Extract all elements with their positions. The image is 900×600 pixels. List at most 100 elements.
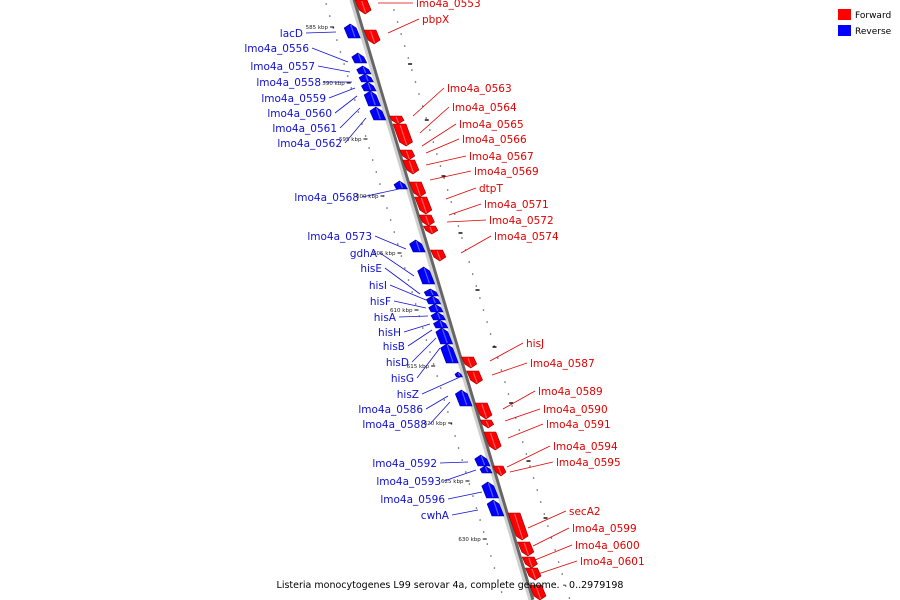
gene-feature (408, 181, 427, 198)
label-leader (389, 284, 427, 301)
label-leader (460, 235, 492, 254)
reverse-gene-label: lmo4a_0560 (267, 108, 332, 120)
gene-feature (479, 465, 493, 474)
track-dot (543, 513, 546, 515)
scale-tick-label: 600 kbp (356, 194, 379, 200)
track-dot (386, 207, 388, 209)
label-leader (317, 65, 351, 73)
gene-feature (414, 196, 433, 215)
scale-tick-label: 625 kbp (441, 479, 464, 485)
track-dot (489, 333, 492, 335)
track-dot (403, 45, 406, 47)
legend-forward-swatch (838, 9, 851, 20)
forward-gene-label: lmo4a_0574 (494, 231, 559, 243)
forward-gene-label: lmo4a_0566 (462, 134, 527, 146)
track-dot (429, 129, 431, 131)
genome-backbone (349, 0, 535, 600)
gene-feature (507, 512, 529, 541)
gene-feature (361, 81, 377, 92)
gene-feature (422, 225, 439, 235)
backbone-shadow (350, 0, 535, 600)
forward-gene-label: lmo4a_0572 (489, 215, 554, 227)
track-dot (432, 363, 435, 365)
gene-feature (356, 65, 372, 75)
track-dot (389, 219, 392, 221)
gene-feature (409, 239, 426, 253)
label-leader (339, 107, 361, 129)
reverse-gene-label: lmo4a_0561 (272, 123, 337, 135)
label-leader (384, 267, 421, 295)
track-dot (411, 69, 413, 71)
track-dot (518, 429, 521, 431)
gene-feature (474, 402, 493, 420)
label-leader (379, 252, 415, 277)
gene-feature (430, 311, 446, 321)
legend-forward-label: Forward (855, 11, 891, 21)
reverse-gene-label: lmo4a_0558 (256, 77, 321, 89)
scale-ticks: 585 kbp 590 kbp 595 kbp 600 kbp 605 kbp 610 k… (306, 25, 548, 543)
label-leader (439, 461, 469, 464)
track-dot (457, 447, 460, 449)
reverse-gene-label: hisB (383, 341, 405, 353)
forward-gene-label: lmo4a_0600 (575, 540, 640, 552)
reverse-gene-label: lmo4a_0559 (261, 93, 326, 105)
reverse-gene-label: lmo4a_0573 (307, 231, 372, 243)
label-leader (447, 491, 483, 500)
reverse-gene-label: lmo4a_0586 (358, 404, 423, 416)
label-leader (411, 337, 437, 363)
track-dot (425, 339, 428, 341)
label-leader (374, 235, 407, 250)
forward-gene-label: lmo4a_0587 (530, 358, 595, 370)
reverse-gene-label: hisA (374, 312, 397, 324)
track-dot (346, 75, 349, 77)
track-dot (486, 543, 489, 545)
gene-feature (343, 23, 361, 39)
gene-feature (417, 266, 436, 285)
label-leader (311, 47, 349, 63)
track-dot (479, 519, 481, 521)
reverse-gene-label: lacD (280, 28, 303, 40)
forward-gene-label: lmo4a_0590 (543, 404, 608, 416)
reverse-gene-label: lmo4a_0556 (244, 43, 309, 55)
reverse-gene-label: hisD (386, 357, 409, 369)
track-dot (568, 597, 571, 599)
gene-feature (363, 90, 382, 107)
track-dot (479, 297, 481, 299)
track-dot (439, 165, 442, 167)
forward-gene-label: lmo4a_0563 (447, 83, 512, 95)
reverse-gene-label: lmo4a_0593 (376, 476, 441, 488)
track-dot (454, 435, 456, 437)
track-dot (471, 273, 474, 275)
track-dot (343, 63, 345, 65)
label-leader (451, 509, 479, 516)
track-dot (329, 15, 331, 17)
track-dot (436, 153, 438, 155)
scale-tick-label: 590 kbp (322, 81, 345, 87)
track-dot (404, 267, 406, 269)
gene-feature (474, 454, 491, 467)
track-dot (561, 573, 563, 575)
track-dot (565, 585, 567, 587)
track-dot (472, 495, 474, 497)
forward-gene-label: lmo4a_0589 (538, 386, 603, 398)
track-dot (447, 411, 449, 413)
track-dot (364, 135, 367, 137)
track-dot (422, 327, 424, 329)
track-dot (497, 357, 499, 359)
track-dot (368, 147, 370, 149)
track-dot (493, 567, 496, 569)
reverse-gene-label: hisI (369, 280, 387, 292)
label-leader (421, 376, 461, 395)
gene-features (343, 0, 547, 600)
label-leader (425, 138, 460, 154)
track-dot (522, 441, 524, 443)
label-leader (403, 323, 431, 333)
track-dot (332, 27, 335, 29)
forward-gene-label: hisJ (526, 338, 544, 350)
track-dot (432, 141, 435, 143)
gene-feature (461, 356, 478, 369)
forward-gene-label: lmo4a_0553 (416, 0, 481, 10)
track-dot (400, 255, 403, 257)
label-leader (506, 445, 551, 468)
label-leader (502, 390, 536, 410)
